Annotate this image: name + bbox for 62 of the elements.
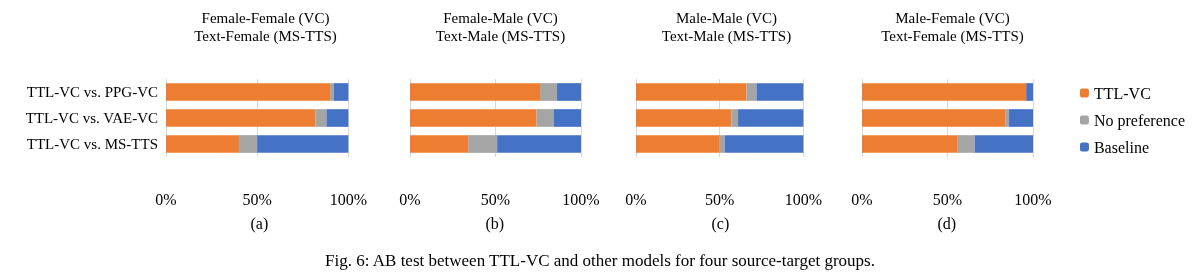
x-tick-label: 100% — [784, 190, 822, 208]
bar — [539, 83, 558, 101]
bar — [166, 109, 316, 127]
bar — [557, 83, 581, 101]
x-tick-label: 0% — [155, 190, 177, 208]
bar — [719, 135, 725, 153]
text: (b) — [485, 214, 505, 233]
bar — [468, 135, 498, 153]
bar — [731, 109, 739, 127]
y-tick-label: TTL-VC vs. VAE-VC — [25, 110, 158, 126]
x-tick-label: 50% — [242, 190, 272, 208]
bar — [738, 109, 804, 127]
bar — [333, 83, 349, 101]
y-tick-label: TTL-VC vs. MS-TTS — [26, 136, 158, 152]
caption: Fig. 6: AB test between TTL-VC and other models for four source-target groups. — [324, 251, 876, 271]
text: (d) — [937, 214, 957, 233]
legend-label: Baseline — [1093, 138, 1150, 156]
chart-title: Female-Female (VC) Text-Female (MS-TTS) — [194, 10, 337, 45]
bar — [974, 135, 1033, 153]
bar — [1026, 83, 1033, 101]
legend-label: TTL-VC — [1093, 84, 1151, 102]
bar — [410, 83, 540, 101]
x-tick-label: 0% — [625, 190, 647, 208]
bar — [330, 83, 334, 101]
bar — [257, 135, 349, 153]
bar — [326, 109, 349, 127]
text: (a) — [250, 214, 269, 233]
chart-title: Male-Male (VC) Text-Male (MS-TTS) — [661, 10, 792, 45]
x-tick-label: 50% — [705, 190, 735, 208]
bar — [315, 109, 327, 127]
bar — [636, 135, 720, 153]
bar — [1005, 109, 1010, 127]
x-tick-label: 100% — [329, 190, 367, 208]
bar — [497, 135, 581, 153]
x-tick-label: 50% — [480, 190, 511, 208]
x-tick-label: 100% — [562, 190, 600, 208]
chart-title: Male-Female (VC) Text-Female (MS-TTS) — [881, 10, 1024, 45]
bar — [636, 83, 747, 101]
x-tick-label: 100% — [1014, 190, 1052, 208]
bar — [410, 135, 469, 153]
chart-title: Female-Male (VC) Text-Male (MS-TTS) — [435, 10, 566, 45]
text: (c) — [711, 214, 730, 233]
bar — [957, 135, 975, 153]
bar — [636, 109, 732, 127]
bar — [166, 135, 239, 153]
bar — [410, 109, 537, 127]
bar — [536, 109, 554, 127]
x-tick-label: 50% — [932, 190, 963, 208]
bar — [553, 109, 581, 127]
bar — [166, 83, 331, 101]
bar — [746, 83, 757, 101]
bar — [862, 135, 958, 153]
x-tick-label: 0% — [851, 190, 873, 208]
bar — [238, 135, 258, 153]
bar — [756, 83, 804, 101]
bar — [1009, 109, 1033, 127]
y-tick-label: TTL-VC vs. PPG-VC — [26, 84, 158, 100]
legend-label: No preference — [1093, 111, 1185, 130]
bar — [862, 109, 1006, 127]
bar — [724, 135, 804, 153]
x-tick-label: 0% — [399, 190, 421, 208]
bar — [862, 83, 1027, 101]
